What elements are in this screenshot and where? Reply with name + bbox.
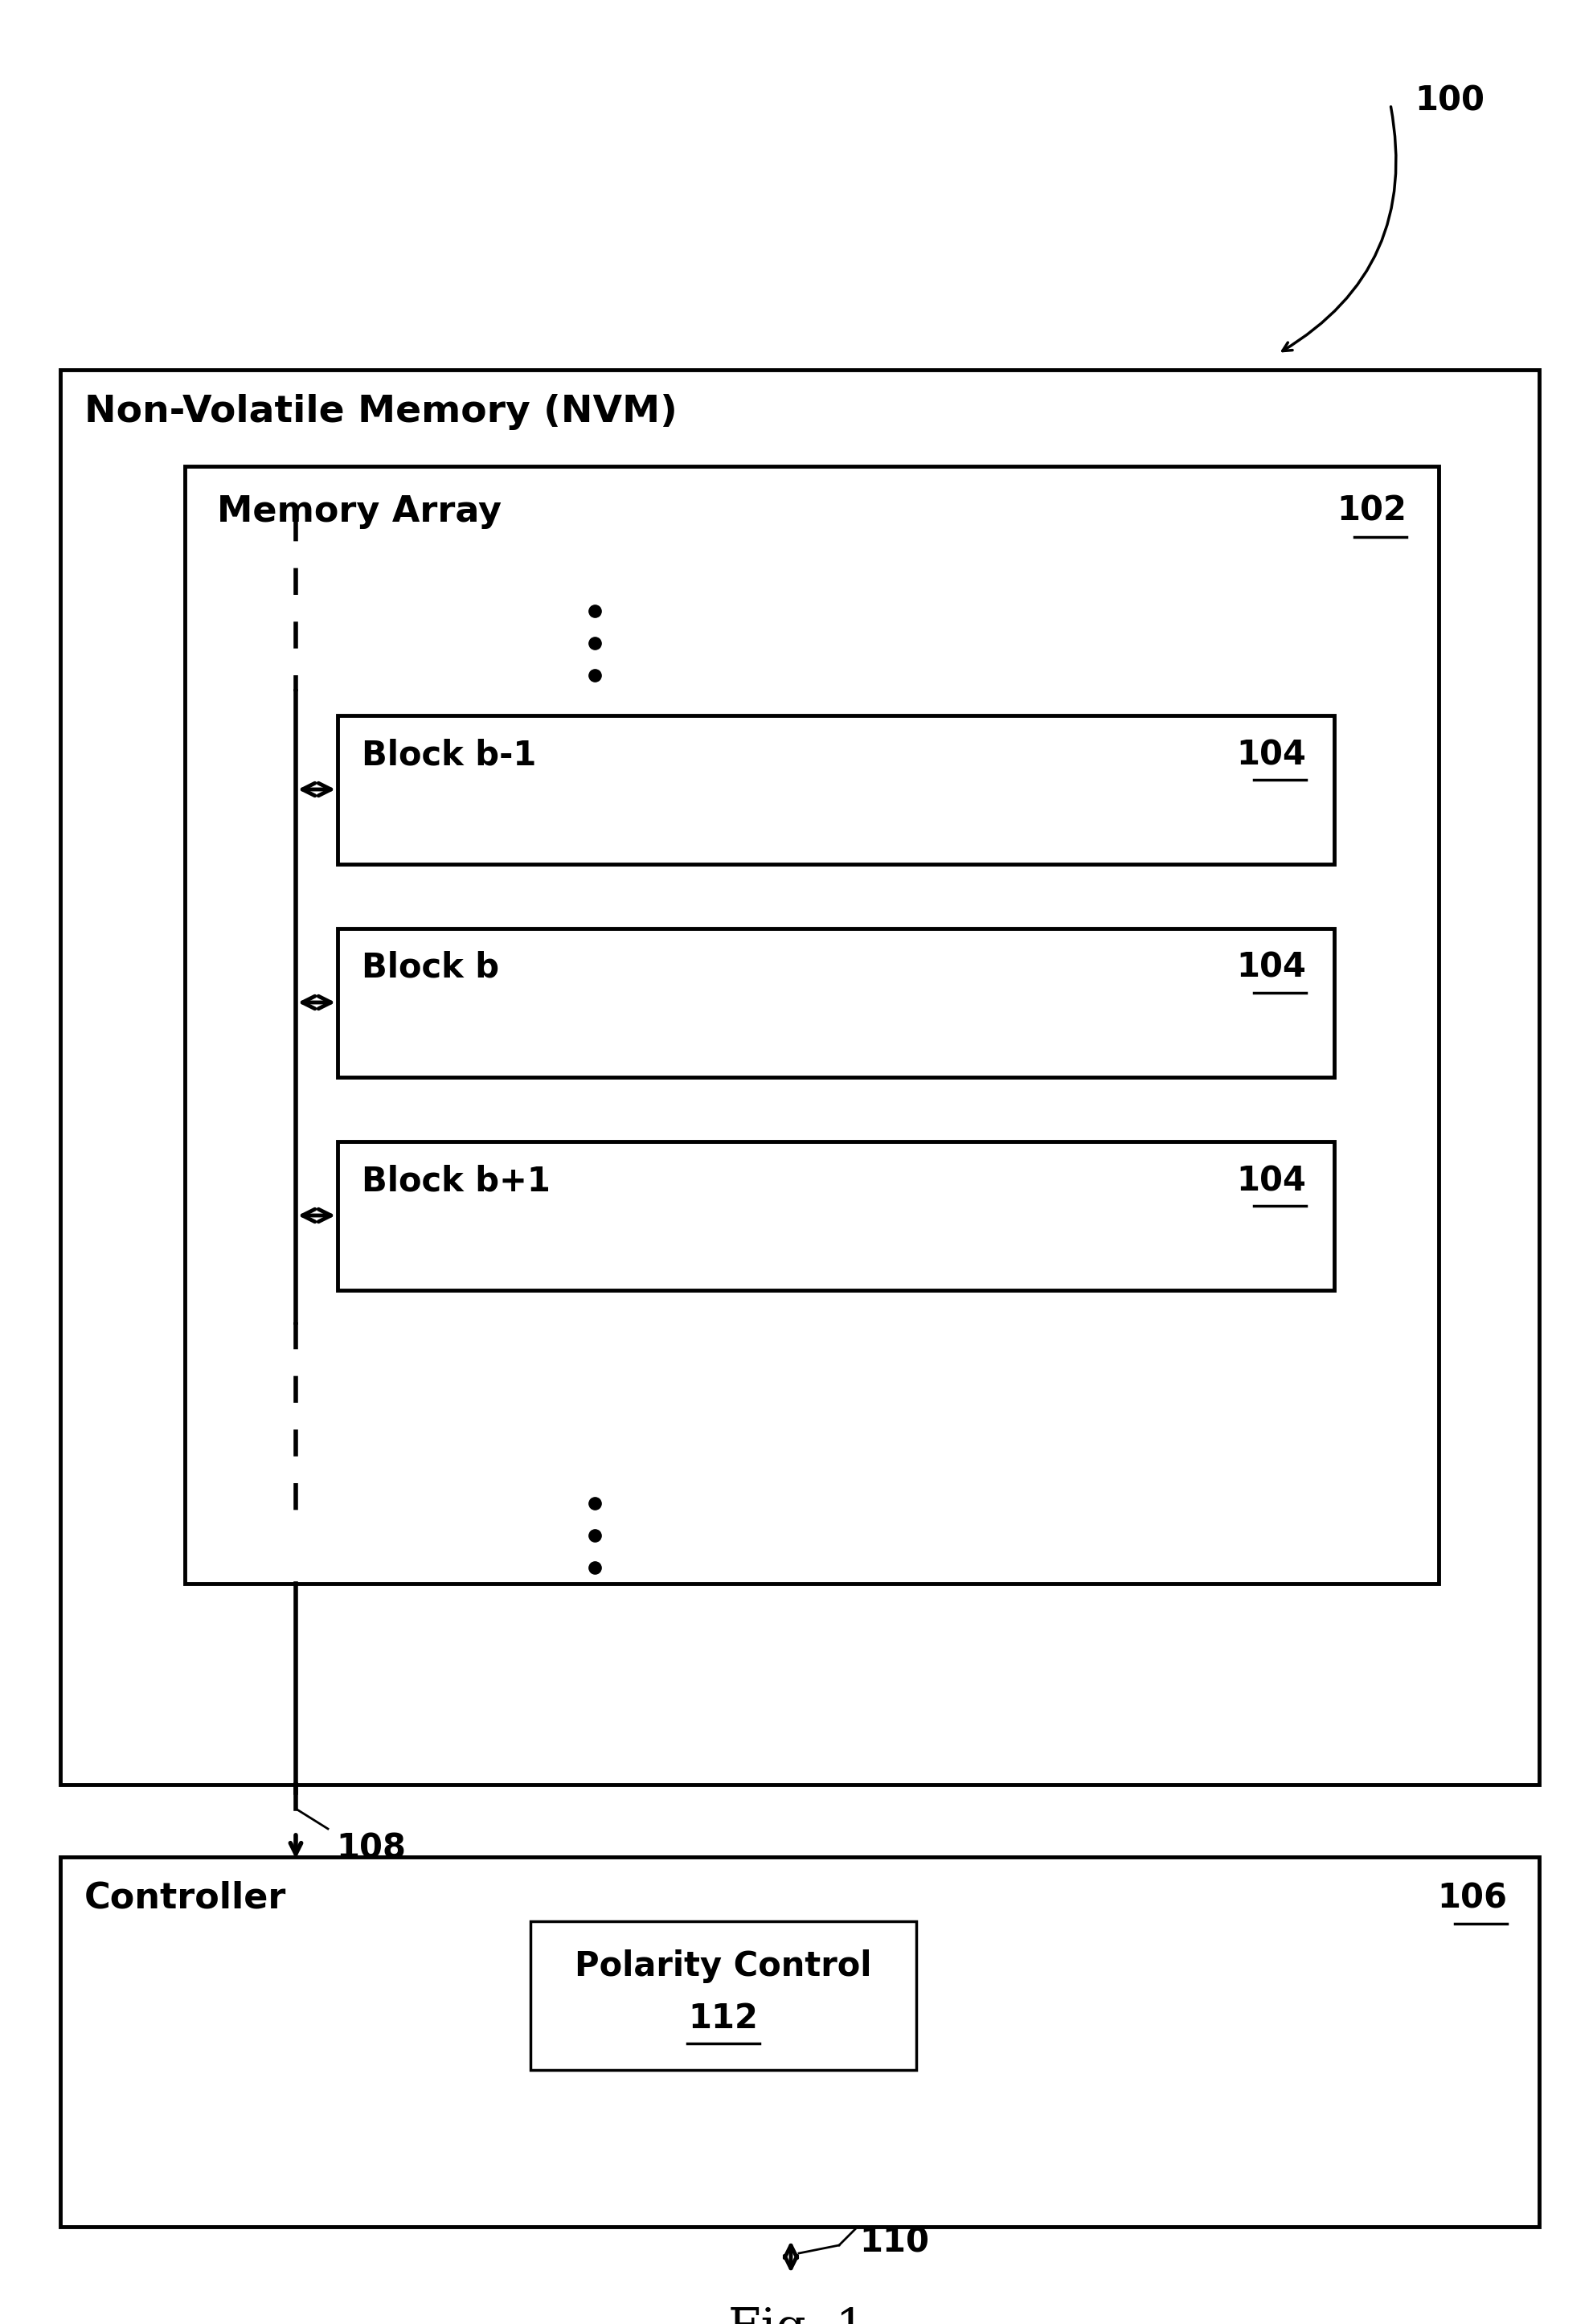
Text: Memory Array: Memory Array — [217, 495, 502, 530]
Bar — [530, 1922, 916, 2071]
Bar — [338, 716, 1333, 865]
Bar — [338, 930, 1333, 1078]
Text: 100: 100 — [1415, 84, 1483, 119]
Text: Controller: Controller — [84, 1880, 287, 1915]
Text: 110: 110 — [859, 2224, 929, 2259]
Text: 102: 102 — [1337, 495, 1407, 528]
Text: 104: 104 — [1236, 739, 1305, 772]
Text: 106: 106 — [1437, 1880, 1507, 1915]
Text: Block b+1: Block b+1 — [362, 1164, 550, 1197]
Text: Block b-1: Block b-1 — [362, 739, 537, 772]
Bar — [61, 370, 1539, 1785]
Text: 104: 104 — [1236, 1164, 1305, 1197]
Text: Fig. 1: Fig. 1 — [728, 2308, 865, 2324]
Text: Block b: Block b — [362, 951, 499, 985]
Text: Non-Volatile Memory (NVM): Non-Volatile Memory (NVM) — [84, 393, 677, 430]
Text: 112: 112 — [688, 2001, 758, 2036]
Bar — [185, 467, 1438, 1583]
Text: 108: 108 — [336, 1831, 406, 1864]
Text: 104: 104 — [1236, 951, 1305, 985]
Bar — [338, 1141, 1333, 1290]
Text: Polarity Control: Polarity Control — [575, 1950, 871, 1982]
Bar — [61, 1857, 1539, 2226]
